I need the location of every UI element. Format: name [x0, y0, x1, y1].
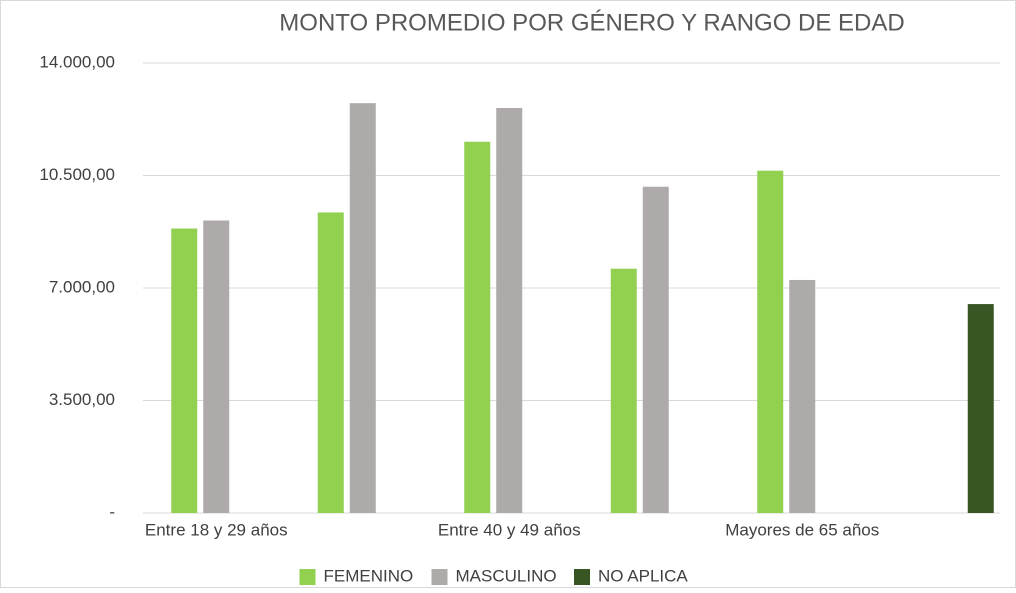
bar: [464, 141, 491, 513]
y-tick-label: 7.000,00: [49, 277, 115, 296]
legend-swatch: [299, 569, 316, 585]
bar: [967, 304, 994, 513]
bar: [171, 228, 198, 514]
bar: [757, 170, 784, 513]
bar: [496, 108, 523, 513]
chart-title: MONTO PROMEDIO POR GÉNERO Y RANGO DE EDA…: [279, 9, 904, 36]
bar: [789, 279, 816, 513]
y-tick-label: 3.500,00: [49, 390, 115, 409]
legend-swatch: [574, 569, 590, 585]
bar: [349, 103, 376, 513]
y-tick-label: -: [109, 502, 115, 521]
legend-swatch: [431, 569, 448, 585]
legend-label: FEMENINO: [324, 566, 414, 585]
x-tick-label: Entre 40 y 49 años: [438, 520, 581, 539]
legend-label: MASCULINO: [456, 566, 557, 585]
legend-label: NO APLICA: [598, 566, 688, 585]
bar: [203, 220, 230, 513]
y-tick-label: 10.500,00: [39, 165, 115, 184]
x-tick-label: Mayores de 65 años: [725, 520, 879, 539]
x-tick-label: Entre 18 y 29 años: [145, 520, 288, 539]
y-tick-label: 14.000,00: [39, 52, 115, 71]
bar: [317, 212, 344, 513]
bar: [610, 268, 637, 513]
bar: [642, 186, 669, 513]
